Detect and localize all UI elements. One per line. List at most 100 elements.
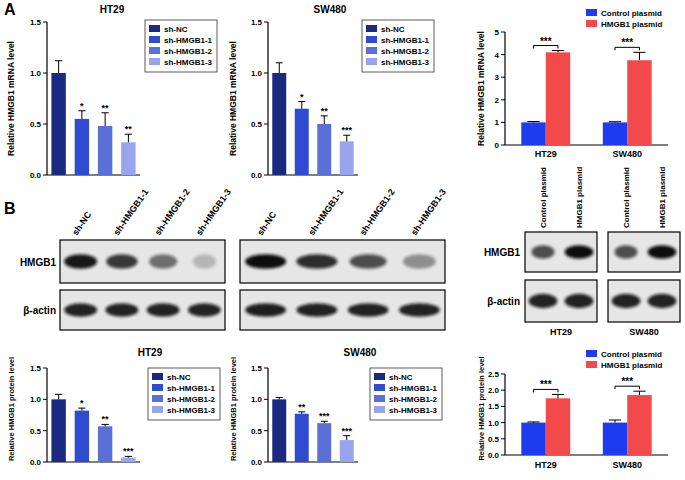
panel-label: B [4, 200, 16, 217]
error-bar [78, 111, 85, 119]
y-axis [46, 22, 47, 175]
legend-label: sh-HMGB1-3 [381, 58, 430, 67]
blot-box [60, 290, 225, 330]
legend-label: sh-NC [164, 25, 188, 34]
bar [75, 119, 89, 175]
legend-label: HMGB1 plasmid [601, 20, 662, 29]
y-tick-label: 3 [495, 73, 500, 82]
band [350, 254, 387, 269]
row-label: HMGB1 [484, 247, 521, 258]
y-axis-label: Relative HMGB1 mRNA level [476, 31, 486, 146]
error-bar [125, 456, 132, 457]
band [648, 245, 677, 259]
legend-label: sh-NC [389, 373, 413, 382]
significance: *** [540, 36, 552, 47]
y-tick-label: 1.5 [251, 364, 263, 373]
band [531, 245, 554, 259]
x-tick-label: HT29 [535, 149, 557, 159]
bar [121, 142, 135, 175]
blot-box [608, 280, 680, 322]
y-axis-label: Relative HMGB1 mRNA level [6, 41, 16, 156]
significance: *** [540, 379, 552, 390]
chart: HT29Relative HMGB1 mRNA level0.00.51.01.… [6, 4, 217, 180]
lane-label: Control plasmid [622, 167, 631, 228]
legend-box [145, 20, 217, 72]
error-bar [55, 61, 62, 73]
band [193, 254, 216, 269]
blot: Control plasmidHMGB1 plasmidHT29Control … [484, 167, 680, 337]
lane-label: sh-NC [255, 209, 279, 237]
error-bar [343, 135, 350, 141]
error-bars [527, 391, 645, 422]
y-tick-label: 0 [495, 141, 500, 150]
y-tick-label: 4 [495, 51, 500, 60]
y-tick-label: 1.5 [30, 18, 42, 27]
legend-label: Control plasmid [601, 350, 662, 359]
y-tick-label: 1.5 [30, 364, 42, 373]
legend-swatch [149, 36, 160, 43]
legend-label: sh-HMGB1-2 [389, 395, 438, 404]
significance: ** [102, 414, 110, 424]
band [64, 303, 97, 317]
y-tick-label: 0.5 [488, 435, 500, 444]
marks [521, 52, 651, 145]
significance: *** [123, 446, 134, 456]
band [565, 245, 594, 259]
group-label: HT29 [550, 327, 572, 337]
error-bar [55, 394, 62, 399]
lane-label: sh-HMGB1-2 [358, 187, 397, 237]
error-bar [298, 412, 305, 414]
y-tick-label: 1.5 [488, 402, 500, 411]
legend-swatch [586, 350, 597, 357]
error-bar [276, 63, 283, 73]
row-label: β-actin [23, 305, 56, 316]
bar [627, 395, 651, 455]
legend-label: sh-HMGB1-1 [381, 36, 430, 45]
band [403, 254, 436, 269]
legend-label: sh-HMGB1-1 [167, 384, 216, 393]
band [648, 294, 677, 308]
y-tick-label: 0.0 [251, 458, 263, 467]
band [105, 303, 138, 317]
blot-box [525, 280, 597, 322]
legend-label: sh-HMGB1-2 [381, 47, 430, 56]
blot-box [240, 290, 445, 330]
group-label: SW480 [629, 327, 659, 337]
bar [98, 126, 112, 175]
y-tick-label: 0.0 [488, 451, 500, 460]
significance: *** [621, 37, 633, 48]
legend-label: sh-NC [167, 373, 191, 382]
legend-box [370, 368, 442, 420]
y-tick-label: 0.0 [30, 458, 42, 467]
legend-label: Control plasmid [601, 9, 662, 18]
error-bar [102, 424, 109, 426]
bar [75, 411, 89, 462]
error-bars [55, 61, 132, 143]
significance: *** [341, 125, 352, 135]
legend-swatch [366, 36, 377, 43]
legend-swatch [149, 25, 160, 32]
significance: *** [621, 376, 633, 387]
bar [272, 73, 286, 175]
error-bars [276, 397, 350, 440]
legend-swatch [152, 406, 163, 413]
lane-label: sh-NC [70, 209, 94, 237]
error-bar [102, 113, 109, 126]
y-tick-label: 0.5 [30, 427, 42, 436]
error-bar [343, 436, 350, 440]
y-axis-label: Relative HMGB1 protein level [477, 356, 486, 460]
blot-box [60, 240, 225, 283]
legend-label: sh-HMGB1-2 [167, 395, 216, 404]
y-tick-label: 1.0 [30, 69, 42, 78]
row-label: HMGB1 [20, 257, 57, 268]
lane-label: HMGB1 plasmid [575, 167, 584, 228]
marks [51, 73, 135, 175]
y-tick-label: 5 [495, 28, 500, 37]
row-label: β-actin [487, 296, 520, 307]
marks [272, 399, 353, 462]
lane-label: sh-HMGB1-2 [153, 187, 192, 237]
blot: sh-NCsh-HMGB1-1sh-HMGB1-2sh-HMGB1-3HMGB1… [20, 187, 233, 330]
chart: SW480Relative HMGB1 protein level0.00.51… [229, 347, 442, 467]
error-bar [321, 116, 328, 124]
significance: *** [319, 411, 330, 421]
